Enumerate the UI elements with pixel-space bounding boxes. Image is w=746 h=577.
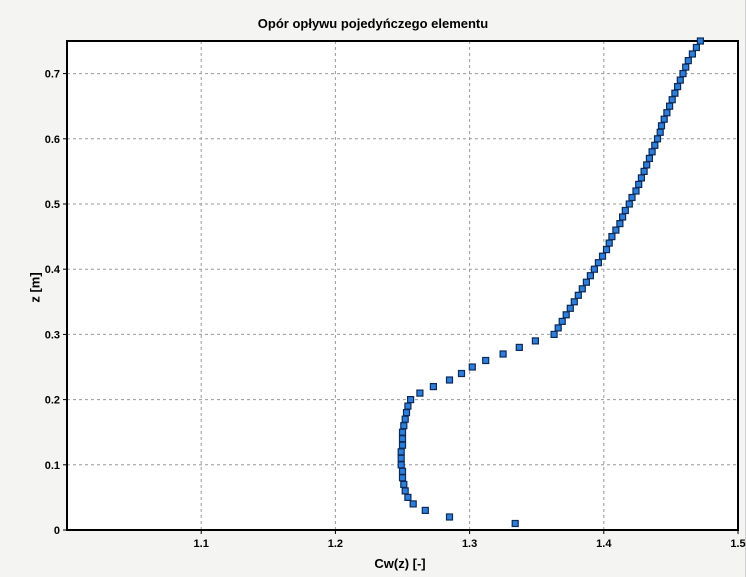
data-point (398, 435, 407, 443)
data-point (562, 311, 570, 319)
data-point (684, 56, 692, 65)
data-point (550, 330, 558, 338)
data-point (400, 422, 408, 430)
y-tick-label: 0.5 (45, 199, 60, 211)
data-point (625, 200, 633, 208)
chart-title: Opór opływu pojedyńczego elementu (257, 16, 489, 31)
data-point (531, 337, 540, 345)
data-point (482, 356, 490, 365)
data-point (671, 89, 679, 97)
data-point (628, 193, 636, 202)
data-point (621, 206, 629, 215)
data-point (696, 37, 705, 45)
data-point (657, 122, 666, 130)
data-point (665, 102, 674, 110)
x-tick-label: 1.4 (596, 538, 612, 550)
data-point (616, 220, 624, 228)
data-point (416, 389, 424, 397)
data-point (651, 141, 659, 149)
data-point (653, 135, 662, 143)
data-point (676, 76, 684, 84)
data-point (643, 161, 651, 169)
data-point (445, 376, 454, 384)
data-point (515, 343, 523, 351)
data-point (679, 69, 687, 78)
data-point (402, 409, 411, 417)
data-point (511, 519, 519, 528)
data-point (663, 109, 671, 117)
data-point (499, 350, 507, 358)
data-point (566, 304, 574, 312)
data-point (398, 441, 407, 449)
data-point (409, 500, 417, 508)
plot-border (66, 40, 739, 531)
data-point (574, 291, 582, 299)
data-point (586, 272, 595, 280)
x-tick-label: 1.2 (328, 538, 343, 550)
data-point (645, 154, 654, 162)
data-point (429, 383, 437, 391)
data-point (397, 454, 405, 462)
data-point (468, 363, 476, 371)
data-point (673, 82, 682, 91)
data-point (582, 278, 591, 286)
data-point (605, 239, 613, 247)
data-point (602, 246, 611, 254)
x-tick-label: 1.1 (194, 538, 209, 550)
data-point (445, 513, 454, 521)
data-point (594, 259, 603, 267)
data-point (640, 167, 648, 175)
data-point (457, 369, 466, 378)
data-point (397, 448, 405, 456)
data-point (682, 63, 690, 71)
data-point (578, 285, 586, 293)
x-axis-label: Cw(z) [-] (374, 556, 426, 571)
data-point (635, 180, 643, 188)
data-point (401, 415, 409, 423)
data-point (404, 493, 412, 501)
y-tick-label: 0.7 (45, 69, 60, 81)
data-point (692, 43, 701, 52)
data-point (590, 265, 599, 273)
data-point (618, 213, 627, 221)
x-tick-label: 1.3 (462, 538, 477, 550)
y-tick-label: 0.3 (45, 329, 60, 341)
data-point (397, 461, 405, 469)
data-point (668, 96, 676, 104)
data-point (398, 428, 407, 436)
y-tick-label: 0.2 (45, 395, 60, 407)
data-point (598, 252, 607, 260)
data-point (632, 187, 640, 195)
data-point (648, 148, 656, 156)
data-point (398, 474, 407, 482)
data-point (656, 128, 664, 136)
data-point (400, 480, 408, 488)
y-tick-label: 0.4 (45, 264, 61, 276)
data-point (407, 396, 415, 404)
y-tick-label: 0 (54, 525, 60, 537)
data-point (398, 467, 407, 475)
data-point (660, 115, 668, 123)
x-tick-label: 1.5 (730, 538, 745, 550)
data-point (554, 324, 562, 332)
y-tick-label: 0.1 (45, 460, 60, 472)
data-point (404, 402, 412, 410)
data-point (612, 226, 620, 234)
data-point (637, 174, 646, 182)
data-point (608, 233, 616, 241)
data-point (421, 506, 429, 514)
data-point (558, 317, 566, 325)
data-point (570, 298, 578, 306)
data-point (688, 50, 697, 58)
y-tick-label: 0.6 (45, 134, 60, 146)
data-point (401, 487, 409, 495)
